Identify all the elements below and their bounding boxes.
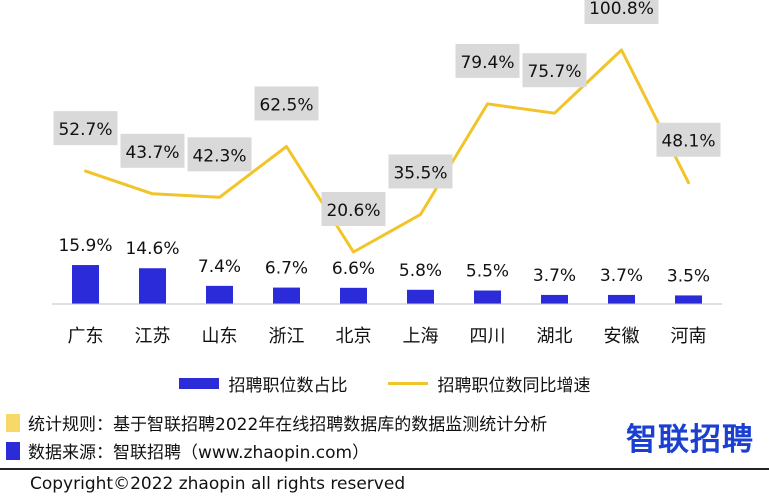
chart: 15.9% 14.6% 7.4% 6.7% 6.6% 5.8% 5.5% 3.7% 3.7% 3.…: [52, 0, 722, 347]
growth-line: [84, 48, 690, 254]
x-tick-label: 河南: [671, 326, 707, 347]
bar-label-group: 15.9% 14.6% 7.4% 6.7% 6.6% 5.8% 5.5% 3.7% 3.7% 3.…: [58, 236, 710, 286]
bar-value-label: 14.6%: [125, 239, 179, 259]
line-label-box: [455, 43, 520, 78]
line-label-box: [254, 86, 319, 121]
line-value-label: 75.7%: [522, 53, 587, 88]
line-label-text: 100.8%: [589, 0, 654, 19]
line-label-box: [388, 154, 453, 189]
bar: [675, 295, 702, 304]
line-label-box: [656, 122, 721, 157]
bar-value-label: 6.6%: [332, 259, 375, 279]
bar-value-label: 3.7%: [533, 266, 576, 286]
zhaopin-logo: 智联招聘: [626, 422, 754, 458]
note-stat-rule: 统计规则：基于智联招聘2022年在线招聘数据库的数据监测统计分析: [6, 410, 547, 435]
note-data-source-text: 数据来源：智联招聘（www.zhaopin.com）: [28, 443, 370, 463]
x-tick-label: 北京: [336, 326, 372, 347]
x-tick-label: 江苏: [135, 326, 171, 347]
bar: [608, 294, 635, 304]
line-label-text: 75.7%: [527, 62, 581, 82]
line-label-box: [53, 111, 118, 146]
bar-series: [72, 265, 702, 304]
bar-value-label: 6.7%: [265, 259, 308, 279]
footer-divider: [0, 468, 769, 470]
bar-value-label: 7.4%: [198, 257, 241, 277]
line-label-text: 42.3%: [192, 146, 246, 166]
legend-item-line: 招聘职位数同比增速: [387, 371, 591, 396]
bar: [72, 265, 99, 304]
legend-item-bar: 招聘职位数占比: [178, 371, 348, 396]
legend-swatch-line: [387, 382, 428, 385]
line-label-group: 52.7% 43.7% 42.3% 62.5% 20.6% 35.5% 79.4% 75.7%…: [53, 0, 721, 226]
x-tick-label: 山东: [202, 326, 238, 347]
bar: [474, 290, 501, 304]
bar-value-label: 3.5%: [667, 266, 710, 286]
bar: [273, 287, 300, 304]
bar-value-label: 5.8%: [399, 261, 442, 281]
line-value-label: 79.4%: [455, 43, 520, 78]
bar: [407, 289, 434, 304]
legend-swatch-bar: [178, 378, 219, 389]
note-stat-rule-text: 统计规则：基于智联招聘2022年在线招聘数据库的数据监测统计分析: [28, 415, 548, 435]
bar: [206, 285, 233, 304]
line-label-text: 43.7%: [125, 143, 179, 163]
bar: [541, 294, 568, 304]
copyright-text: Copyright©2022 zhaopin all rights reserv…: [30, 474, 406, 494]
note-blue-square: [6, 441, 20, 460]
bar-value-label: 5.5%: [466, 262, 509, 282]
x-tick-label: 广东: [68, 326, 104, 347]
bar-value-label: 3.7%: [600, 266, 643, 286]
line-label-text: 62.5%: [259, 95, 313, 115]
x-tick-label: 上海: [403, 326, 439, 347]
x-tick-label: 湖北: [537, 326, 573, 347]
x-tick-label: 浙江: [269, 326, 305, 347]
line-value-label: 100.8%: [584, 0, 659, 24]
line-value-label: 43.7%: [120, 133, 185, 168]
x-tick-label: 安徽: [604, 326, 640, 347]
legend-label-bar: 招聘职位数占比: [228, 376, 348, 396]
line-label-box: [522, 53, 587, 88]
line-label-box: [321, 192, 386, 226]
line-value-label: 42.3%: [187, 137, 252, 172]
line-value-label: 52.7%: [53, 111, 118, 146]
line-label-box: [187, 137, 252, 172]
line-label-text: 35.5%: [393, 163, 447, 183]
line-label-box: [584, 0, 659, 24]
line-label-text: 48.1%: [661, 132, 715, 152]
bar: [139, 268, 166, 304]
bar: [340, 287, 367, 304]
line-value-label: 62.5%: [254, 86, 319, 121]
legend: 招聘职位数占比 招聘职位数同比增速: [0, 371, 769, 396]
note-yellow-square: [6, 413, 20, 432]
line-label-text: 20.6%: [326, 201, 380, 221]
bar-value-label: 15.9%: [58, 236, 112, 256]
line-value-label: 35.5%: [388, 154, 453, 189]
x-tick-group: 广东 江苏 山东 浙江 北京 上海 四川 湖北 安徽 河南: [68, 326, 707, 347]
line-value-label: 48.1%: [656, 122, 721, 157]
line-label-text: 79.4%: [460, 53, 514, 73]
legend-label-line: 招聘职位数同比增速: [437, 376, 591, 396]
line-value-label: 20.6%: [321, 192, 386, 226]
line-label-box: [120, 133, 185, 168]
note-data-source: 数据来源：智联招聘（www.zhaopin.com）: [6, 438, 369, 463]
x-tick-label: 四川: [470, 326, 506, 347]
line-label-text: 52.7%: [58, 120, 112, 140]
